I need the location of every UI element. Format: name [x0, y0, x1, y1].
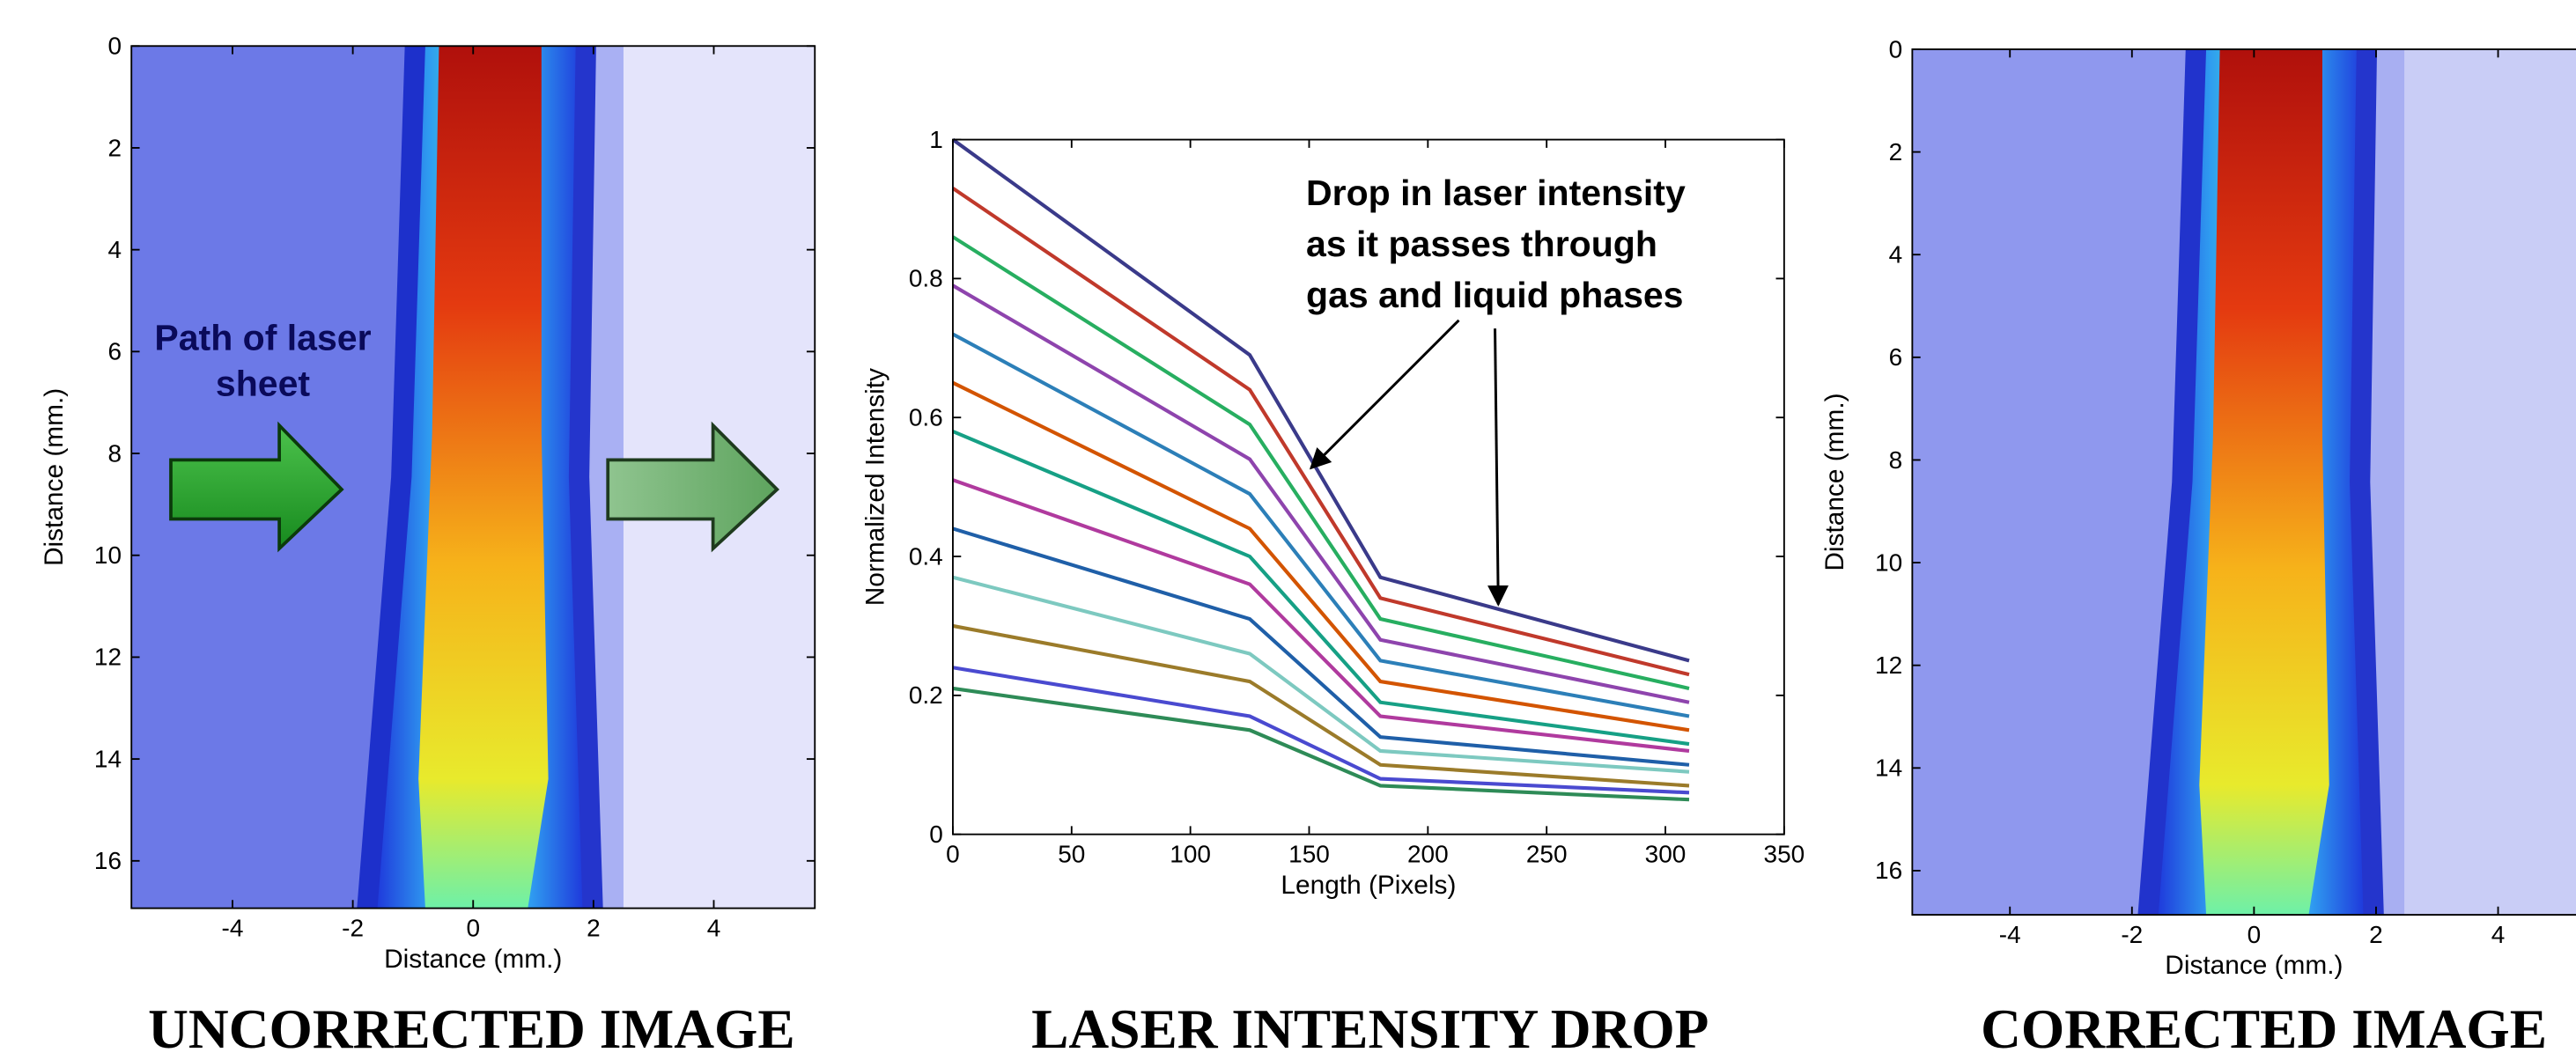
y-tick-label: 4 [1889, 241, 1903, 269]
series-line [952, 478, 1690, 754]
laser-arrow [169, 421, 344, 553]
annotation: gas and liquid phases [1306, 275, 1683, 315]
panel-caption: LASER INTENSITY DROP [1031, 997, 1709, 1060]
y-tick-label: 1 [929, 126, 943, 153]
y-tick-label: 16 [94, 847, 122, 874]
series-line [951, 235, 1690, 690]
x-tick-label: 4 [2491, 921, 2506, 948]
y-axis-label: Normalized Intensity [861, 368, 890, 606]
panel: -4 -2 0 2 4 0 2 4 6 8 10 12 14 16 Distance (mm.) Distan… [1820, 35, 2576, 1060]
y-tick-label: 14 [94, 745, 122, 772]
y-tick-label: 8 [107, 439, 122, 467]
y-tick-label: 2 [107, 134, 122, 161]
heatmap [131, 46, 816, 909]
annotation: as it passes through [1306, 224, 1657, 264]
y-tick-label: 0.2 [909, 681, 943, 709]
series-line [952, 686, 1690, 802]
heatmap [1912, 48, 2576, 916]
y-tick-label: 0.6 [909, 404, 943, 431]
y-tick-label: 16 [1875, 857, 1902, 884]
y-axis-label: Distance (mm.) [40, 388, 69, 566]
panel-caption: UNCORRECTED IMAGE [148, 997, 795, 1060]
series-line [952, 430, 1690, 747]
plume-core [2199, 48, 2329, 916]
x-tick-label: 0 [466, 914, 480, 941]
x-tick-label: 350 [1764, 840, 1805, 867]
series-line [951, 283, 1690, 704]
y-tick-label: 6 [107, 338, 122, 365]
laser-arrow-faded [606, 421, 780, 553]
y-tick-label: 0.8 [909, 265, 943, 292]
series-line [951, 332, 1690, 718]
y-tick-label: 0 [1889, 35, 1903, 63]
panel: -4 -2 0 2 4 0 2 4 6 8 10 12 14 16 Distance (mm.) Distan… [40, 33, 816, 1060]
series-line [952, 526, 1690, 767]
y-tick-label: 0 [929, 821, 943, 848]
x-tick-label: -2 [342, 914, 364, 941]
annotation: Drop in laser intensity [1306, 173, 1686, 213]
x-tick-label: 250 [1526, 840, 1568, 867]
panel-caption: CORRECTED IMAGE [1981, 997, 2547, 1060]
x-tick-label: 4 [707, 914, 721, 941]
y-tick-label: 0.4 [909, 542, 943, 570]
x-tick-label: 150 [1288, 840, 1330, 867]
panel: 0 50 100 150 200 250 300 350 0 0.2 0.4 0.6 0.8 1 Lengt… [861, 126, 1805, 1060]
x-tick-label: -4 [1999, 921, 2021, 948]
annotation: Path of laser [154, 317, 371, 357]
plot-area [952, 139, 1784, 835]
plume-core [418, 46, 549, 909]
axes-frame [952, 138, 1785, 835]
x-tick-label: 0 [2248, 921, 2262, 948]
y-tick-label: 2 [1889, 138, 1903, 166]
y-tick-label: 14 [1875, 755, 1902, 782]
x-tick-label: 200 [1407, 840, 1449, 867]
x-axis-label: Distance (mm.) [2165, 951, 2343, 980]
x-tick-label: 300 [1645, 840, 1687, 867]
annotation-arrow [1487, 328, 1509, 607]
x-tick-label: 2 [2369, 921, 2383, 948]
y-tick-label: 12 [1875, 651, 1902, 679]
series-line [952, 666, 1690, 795]
series-line [952, 623, 1690, 788]
y-tick-label: 10 [1875, 548, 1902, 576]
y-tick-label: 10 [94, 541, 122, 569]
y-tick-label: 0 [107, 33, 122, 60]
annotation-arrow [1309, 319, 1460, 470]
y-axis-label: Distance (mm.) [1820, 393, 1849, 570]
x-tick-label: 50 [1058, 840, 1085, 867]
x-tick-label: 2 [587, 914, 601, 941]
x-tick-label: -2 [2121, 921, 2143, 948]
y-tick-label: 8 [1889, 446, 1903, 474]
y-tick-label: 12 [94, 644, 122, 671]
series-line [952, 575, 1690, 774]
x-tick-label: 100 [1170, 840, 1211, 867]
x-axis-label: Distance (mm.) [384, 945, 562, 974]
series-line [951, 187, 1690, 677]
heatmap-background [2404, 48, 2576, 916]
series-line [952, 380, 1690, 732]
x-tick-label: -4 [222, 914, 244, 941]
annotation: sheet [216, 364, 310, 404]
y-tick-label: 6 [1889, 343, 1903, 371]
x-axis-label: Length (Pixels) [1281, 871, 1456, 900]
x-tick-label: 0 [946, 840, 960, 867]
y-tick-label: 4 [107, 236, 122, 263]
